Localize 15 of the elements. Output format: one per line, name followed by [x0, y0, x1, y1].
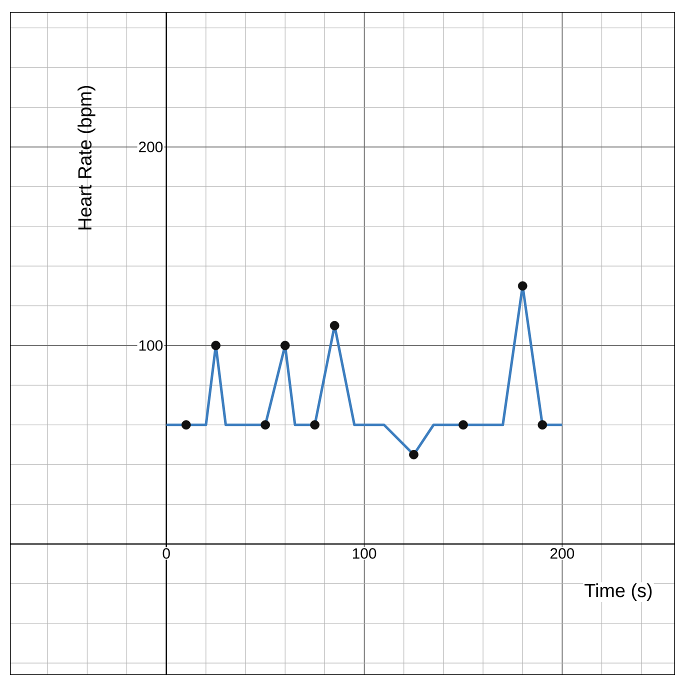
- x-tick-label: 200: [550, 548, 574, 559]
- y-axis-title: Heart Rate (bpm): [78, 86, 96, 230]
- point: [310, 420, 320, 430]
- point: [409, 450, 418, 460]
- point: [280, 340, 290, 350]
- point: [181, 420, 191, 430]
- point: [330, 320, 340, 330]
- point: [260, 420, 270, 430]
- point: [518, 281, 528, 291]
- point: [211, 340, 221, 350]
- x-tick-label: 100: [352, 548, 376, 559]
- point: [538, 420, 548, 430]
- point: [458, 420, 468, 430]
- x-tick-label: 0: [162, 548, 170, 559]
- x-axis-title: Time (s): [584, 583, 652, 601]
